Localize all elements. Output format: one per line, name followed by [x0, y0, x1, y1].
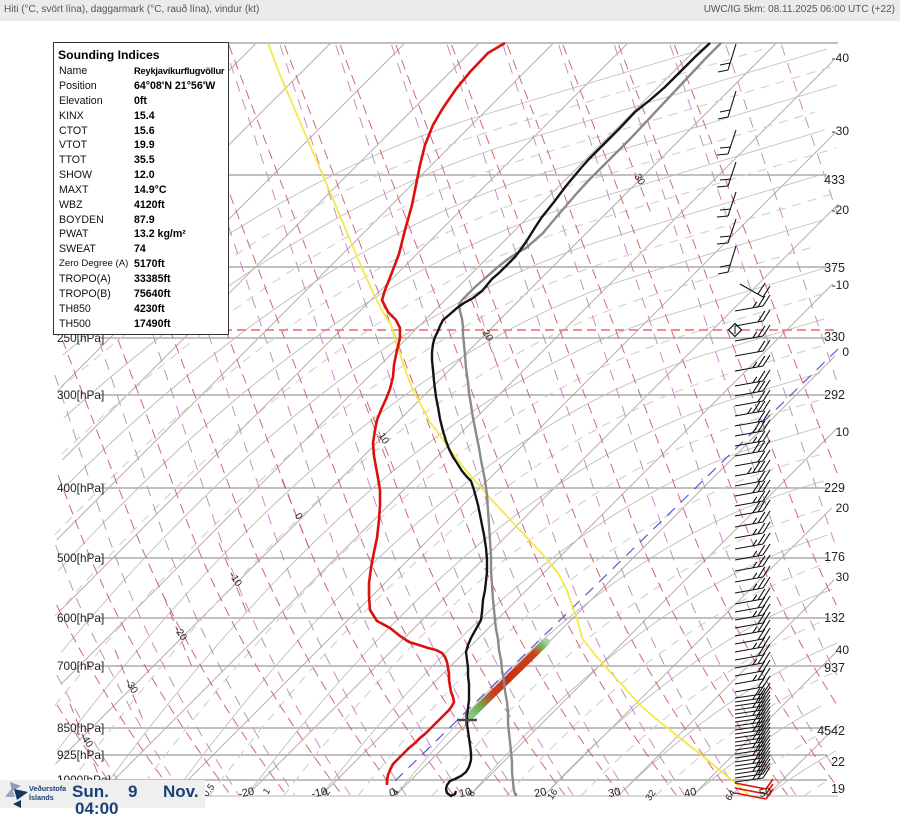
svg-text:1: 1 — [261, 786, 273, 797]
svg-text:-40: -40 — [832, 51, 850, 65]
svg-text:10: 10 — [375, 431, 391, 447]
svg-text:229: 229 — [824, 481, 845, 495]
svg-text:-10: -10 — [832, 278, 850, 292]
svg-text:4: 4 — [390, 787, 402, 798]
svg-text:0: 0 — [388, 787, 396, 800]
svg-text:4542: 4542 — [817, 724, 845, 738]
svg-text:375: 375 — [824, 261, 845, 275]
svg-text:2: 2 — [321, 787, 333, 798]
svg-text:0: 0 — [292, 511, 304, 522]
svg-text:0: 0 — [842, 345, 849, 359]
svg-text:132: 132 — [824, 611, 845, 625]
svg-text:176: 176 — [824, 550, 845, 564]
svg-text:19: 19 — [831, 782, 845, 796]
svg-text:20: 20 — [533, 786, 547, 800]
svg-text:-30: -30 — [123, 678, 140, 696]
svg-text:330: 330 — [824, 330, 845, 344]
svg-text:-20: -20 — [237, 786, 255, 801]
svg-text:22: 22 — [831, 755, 845, 769]
svg-text:937: 937 — [824, 661, 845, 675]
svg-text:600[hPa]: 600[hPa] — [57, 611, 104, 625]
svg-text:400[hPa]: 400[hPa] — [57, 481, 104, 495]
svg-text:-30: -30 — [832, 124, 850, 138]
svg-text:500[hPa]: 500[hPa] — [57, 551, 104, 565]
svg-text:32: 32 — [643, 788, 658, 803]
svg-text:433: 433 — [824, 173, 845, 187]
svg-text:300[hPa]: 300[hPa] — [57, 388, 104, 402]
svg-text:700[hPa]: 700[hPa] — [57, 659, 104, 673]
svg-text:-20: -20 — [832, 203, 850, 217]
svg-text:40: 40 — [836, 643, 850, 657]
svg-text:925[hPa]: 925[hPa] — [57, 748, 104, 762]
svg-text:16: 16 — [545, 787, 560, 802]
svg-text:-10: -10 — [310, 786, 328, 801]
svg-text:-10: -10 — [227, 571, 244, 589]
svg-text:10: 10 — [458, 786, 472, 800]
svg-text:30: 30 — [836, 570, 850, 584]
svg-text:850[hPa]: 850[hPa] — [57, 721, 104, 735]
svg-text:30: 30 — [607, 786, 621, 800]
svg-text:64: 64 — [723, 788, 738, 803]
svg-text:50: 50 — [758, 786, 772, 800]
svg-text:40: 40 — [683, 786, 697, 800]
svg-text:20: 20 — [836, 501, 850, 515]
svg-text:8: 8 — [466, 788, 478, 799]
svg-text:292: 292 — [824, 388, 845, 402]
svg-text:10: 10 — [836, 425, 850, 439]
